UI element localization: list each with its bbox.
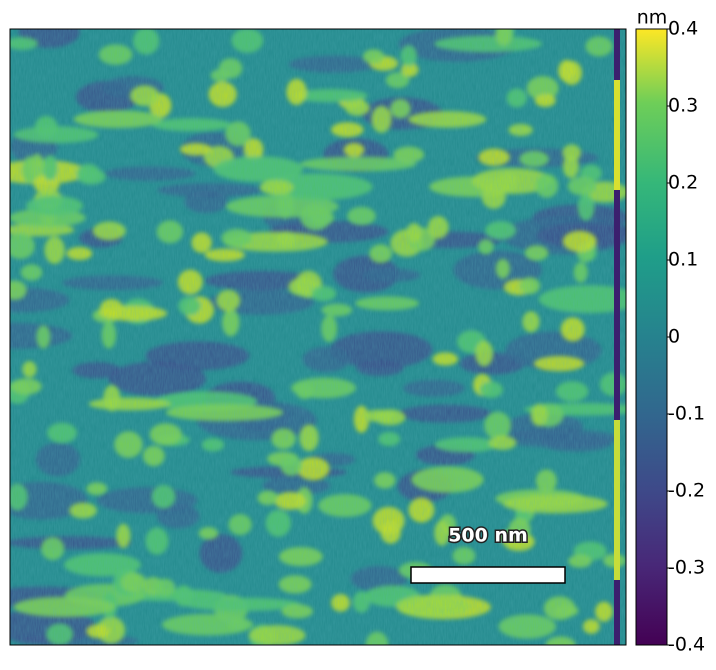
colorbar-unit: nm [637,7,668,29]
colorbar-tick-label: 0.4 [668,18,698,40]
colorbar-tick-label: 0 [668,326,680,348]
colorbar-tick-label: -0.2 [668,480,705,502]
colorbar-tick-label: 0.1 [668,249,698,271]
noise [10,29,626,645]
colorbar-tick-label: -0.1 [668,403,705,425]
colorbar-tick-label: -0.3 [668,557,705,579]
afm-image [10,29,626,645]
image-frame [9,28,627,646]
scale-bar-label: 500 nm [448,525,528,547]
scan-artifact [614,29,620,645]
colorbar-tick-label: 0.2 [668,172,698,194]
colorbar-tick-label: 0.3 [668,95,698,117]
scan-artifact-bright [614,80,620,190]
scale-bar [410,566,566,584]
colorbar [635,28,668,646]
scan-artifact-bright [614,420,620,580]
colorbar-tick-label: -0.4 [668,634,705,656]
colorbar-ticks: -0.4 -0.3 -0.2 -0.1 0 0.1 0.2 0.3 0.4 [667,18,705,656]
